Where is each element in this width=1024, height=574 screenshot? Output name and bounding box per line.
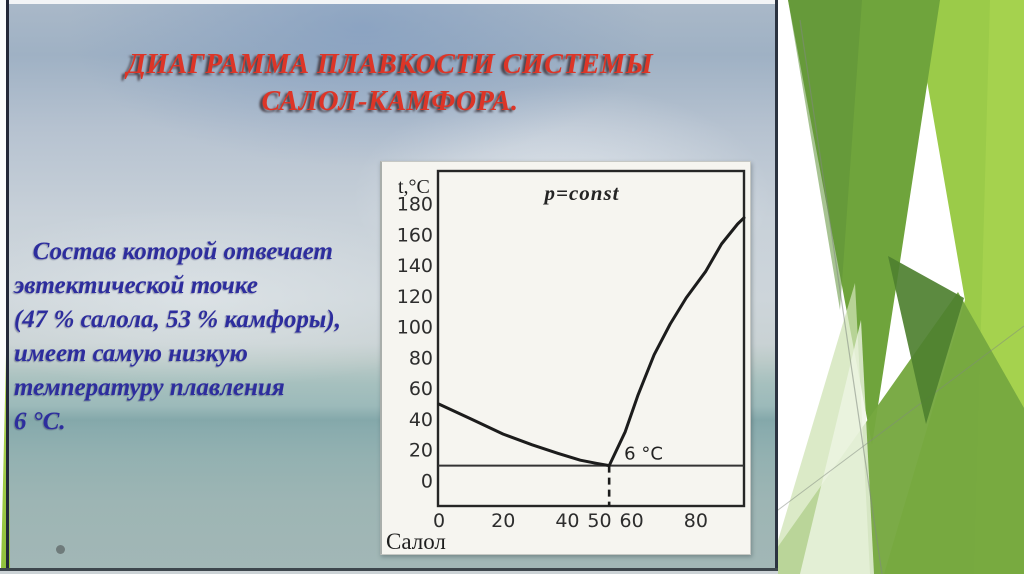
- melting-diagram-chart: 0 20 40 60 80 100 120 140 160 180 0 20 40 50 60 80 t,°C p…: [386, 169, 746, 554]
- x-tick-label: 80: [684, 510, 708, 532]
- green-facet-panel: [778, 0, 1024, 574]
- y-tick-label: 60: [409, 378, 433, 400]
- y-tick-label: 40: [409, 409, 433, 431]
- green-edge-sliver: [0, 300, 11, 574]
- eutectic-temp-label: 6 °С: [624, 444, 663, 465]
- y-tick-label: 180: [397, 193, 433, 215]
- photo-border-bottom: [0, 568, 778, 571]
- slide-bottom-strip: [0, 571, 778, 574]
- x-tick-label: 40: [555, 510, 579, 532]
- melting-diagram-figure: 0 20 40 60 80 100 120 140 160 180 0 20 40 50 60 80 t,°C p…: [380, 161, 751, 555]
- x-axis-origin-label: Салол: [386, 529, 446, 554]
- y-tick-label: 140: [397, 255, 433, 277]
- y-tick-label: 0: [421, 471, 433, 493]
- x-tick-label: 20: [491, 510, 515, 532]
- body-text: Состав которой отвечает эвтектической то…: [14, 238, 341, 435]
- facet-line-2: [778, 325, 1024, 511]
- slide-top-margin: [0, 0, 778, 4]
- facet-dark-center: [888, 256, 964, 424]
- facet-line-1: [799, 19, 883, 574]
- pressure-note: p=const: [543, 181, 620, 205]
- x-tick-label: 60: [620, 510, 644, 532]
- x-tick-label: 0: [433, 510, 445, 532]
- y-axis-title: t,°C: [398, 176, 430, 198]
- y-tick-label: 100: [397, 317, 433, 339]
- y-tick-label: 160: [397, 224, 433, 246]
- y-tick-label: 120: [397, 286, 433, 308]
- photo-border-left: [6, 0, 9, 574]
- y-tick-label: 80: [409, 347, 433, 369]
- curve-salol-liquidus: [437, 402, 611, 468]
- slide-left-margin: [0, 0, 6, 574]
- x-tick-label: 50: [587, 510, 611, 532]
- bullet-dot: [56, 545, 65, 554]
- photo-border-right: [775, 0, 778, 574]
- facet-paler: [800, 320, 874, 574]
- y-tick-label: 20: [409, 440, 433, 462]
- curve-camphor-liquidus: [607, 216, 746, 468]
- plot-frame: [436, 169, 746, 508]
- facet-dark-overlay-top: [788, 0, 862, 310]
- green-facets: [778, 0, 1024, 574]
- slide-title: ДИАГРАММА ПЛАВКОСТИ СИСТЕМЫ САЛОЛ-КАМФОР…: [126, 48, 654, 117]
